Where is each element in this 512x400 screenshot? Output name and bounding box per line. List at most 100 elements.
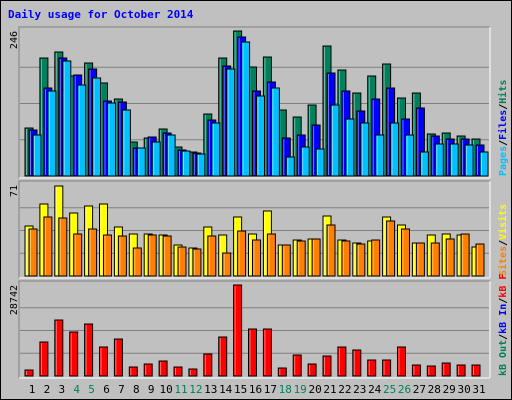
legend-hits-files-pages: Pages/Files/Hits (497, 80, 509, 176)
bar-kb-f (382, 359, 392, 377)
x-tick-label: 10 (159, 383, 172, 396)
x-tick-label: 23 (353, 383, 366, 396)
x-tick-label: 5 (88, 383, 95, 396)
bar-kb-f (397, 346, 406, 377)
bar-sites (132, 247, 142, 277)
x-tick-label: 26 (398, 383, 411, 396)
bar-kb-f (24, 369, 34, 377)
bar-sites (103, 234, 112, 277)
x-tick-label: 3 (58, 383, 65, 396)
x-tick-label: 8 (133, 383, 140, 396)
x-tick-label: 6 (103, 383, 110, 396)
bar-sites (311, 238, 321, 277)
bar-kb-f (277, 367, 287, 377)
bar-sites (371, 239, 381, 277)
bar-pages (315, 148, 325, 177)
bar-sites (475, 243, 485, 277)
bar-kb-f (292, 354, 302, 377)
bar-sites (415, 242, 425, 277)
bar-pages (270, 87, 280, 177)
legend-entry: kB F (498, 274, 509, 298)
bar-kb-f (128, 366, 138, 377)
bar-sites (207, 235, 217, 277)
x-tick-label: 21 (323, 383, 336, 396)
bar-pages (419, 151, 429, 177)
bar-sites (58, 217, 68, 277)
bar-pages (330, 104, 340, 177)
bar-kb-f (322, 355, 332, 377)
bar-sites (326, 224, 336, 277)
x-tick-label: 22 (338, 383, 351, 396)
bar-kb-f (337, 346, 347, 377)
x-tick-label: 1 (29, 383, 36, 396)
bar-sites (117, 235, 127, 277)
legend-entry: Pages (498, 146, 509, 176)
bar-kb-f (99, 346, 108, 377)
legend-entry: Hits (497, 80, 509, 104)
bar-sites (356, 243, 366, 277)
x-tick-label: 20 (308, 383, 321, 396)
bar-sites (252, 239, 261, 277)
bar-pages (151, 141, 161, 177)
bar-sites (28, 228, 38, 277)
legend-entry: kB Out (498, 340, 509, 376)
bar-kb-f (173, 366, 183, 377)
bar-kb-f (188, 368, 198, 377)
bar-kb-f (69, 331, 79, 377)
bar-kb-f (307, 363, 317, 377)
x-tick-label: 30 (457, 383, 470, 396)
x-tick-label: 28 (428, 383, 441, 396)
bar-kb-f (441, 362, 451, 377)
x-tick-label: 17 (264, 383, 277, 396)
x-tick-label: 11 (174, 383, 187, 396)
bar-pages (92, 77, 102, 177)
bar-pages (32, 134, 42, 177)
legend-kbytes: kB Out/kB In/kB F (498, 274, 509, 376)
bar-kb-f (218, 336, 228, 377)
bar-pages (256, 95, 265, 177)
bar-sites (386, 220, 396, 277)
bar-pages (360, 122, 370, 177)
bar-sites (147, 234, 157, 277)
bar-kb-f (233, 284, 243, 377)
legend-visits-sites: Sites/Visits (497, 204, 509, 276)
x-tick-label: 27 (413, 383, 426, 396)
x-tick-label: 4 (73, 383, 80, 396)
bar-kb-f (158, 360, 168, 377)
bar-pages (107, 102, 116, 177)
bar-kb-f (84, 323, 94, 377)
legend-entry: Sites (497, 246, 509, 276)
chart-title: Daily usage for October 2014 (8, 8, 194, 21)
bar-kb-f (411, 364, 421, 377)
bar-kb-f (143, 363, 153, 377)
bar-kb-f (248, 328, 257, 377)
bar-kb-f (39, 341, 49, 377)
bar-pages (285, 156, 295, 177)
bar-kb-f (262, 328, 272, 377)
x-tick-label: 12 (189, 383, 202, 396)
bar-sites (222, 252, 232, 277)
bar-pages (434, 143, 444, 177)
bar-pages (77, 84, 87, 177)
bar-pages (121, 109, 131, 177)
y-max-label: 28742 (9, 285, 20, 315)
bar-pages (47, 90, 57, 177)
bar-sites (430, 242, 440, 277)
bar-sites (341, 240, 351, 277)
bar-kb-f (456, 364, 466, 377)
x-tick-label: 19 (294, 383, 307, 396)
x-tick-label: 24 (368, 383, 382, 396)
bar-sites (192, 248, 202, 277)
bar-pages (405, 134, 414, 177)
x-tick-label: 18 (279, 383, 292, 396)
x-tick-label: 25 (383, 383, 396, 396)
bar-kb-f (203, 353, 213, 377)
bar-kb-f (113, 338, 123, 377)
bar-kb-f (54, 319, 64, 377)
bar-pages (241, 41, 251, 177)
x-tick-label: 31 (472, 383, 485, 396)
x-tick-label: 2 (44, 383, 51, 396)
x-tick-label: 29 (443, 383, 456, 396)
